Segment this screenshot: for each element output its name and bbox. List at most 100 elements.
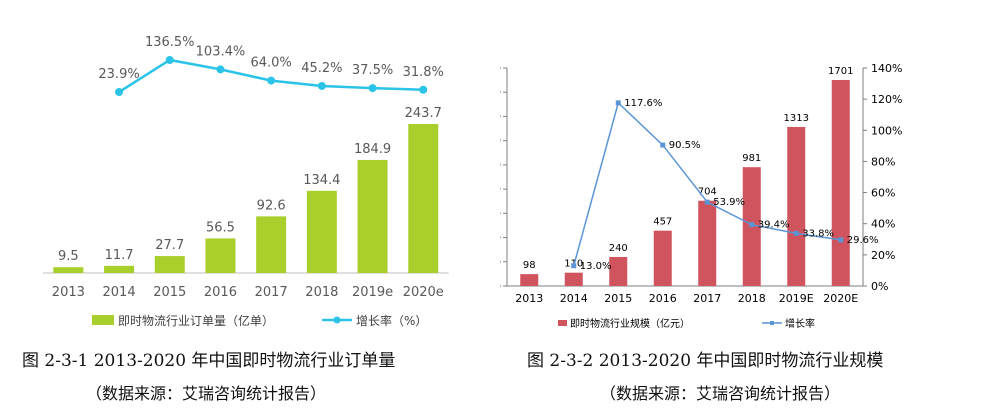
x-tick-label-2017: 2017	[693, 292, 721, 305]
growth-label-2015: 136.5%	[145, 35, 195, 50]
size-bar-label-2015: 240	[609, 243, 628, 254]
growth-label-2014: 23.9%	[98, 67, 139, 82]
legend-marker-growth	[333, 316, 341, 324]
right-tick-label-1: 20%	[871, 249, 895, 262]
x-tick-label-2018: 2018	[738, 292, 766, 305]
growth-point-2018	[749, 222, 755, 228]
order-bar-label-2019e: 184.9	[354, 142, 391, 157]
left-tick-label-800: 800	[500, 183, 501, 196]
left-tick-label-1600: 1600	[500, 86, 501, 99]
left-tick-label-1800: 1800	[500, 62, 501, 75]
order-bar-2018	[306, 190, 337, 273]
legend-swatch-size	[558, 320, 567, 326]
right-tick-label-6: 120%	[871, 93, 902, 106]
growth-point-2020E	[838, 237, 844, 243]
left-figure-caption: 图 2-3-1 2013-2020 年中国即时物流行业订单量	[22, 351, 396, 371]
x-tick-label-2015: 2015	[153, 285, 186, 300]
order-bar-label-2016: 56.5	[206, 220, 235, 235]
size-bar-label-2020E: 1701	[828, 66, 853, 77]
x-tick-label-2015: 2015	[604, 292, 632, 305]
right-tick-label-4: 80%	[871, 155, 895, 168]
right-figure-source: （数据来源：艾瑞咨询统计报告）	[600, 384, 841, 403]
legend-marker-growth	[770, 321, 774, 325]
growth-label-2017: 53.9%	[713, 197, 745, 208]
growth-label-2016: 103.4%	[196, 44, 246, 59]
size-bar-2013	[520, 274, 539, 286]
size-bar-2017	[698, 200, 717, 286]
x-tick-label-2020e: 2020e	[403, 285, 444, 300]
order-bar-2020e	[408, 124, 439, 273]
left-tick-label-400: 400	[500, 232, 501, 245]
size-bar-label-2017: 704	[698, 187, 717, 198]
size-bar-2014	[564, 272, 583, 286]
x-tick-label-2016: 2016	[649, 292, 677, 305]
left-tick-label-200: 200	[500, 256, 501, 269]
growth-point-2017	[267, 76, 276, 85]
size-bar-label-2018: 981	[742, 153, 761, 164]
growth-point-2015	[165, 56, 174, 64]
order-bar-2014	[104, 265, 135, 273]
left-tick-label-1400: 1400	[500, 110, 501, 123]
left-figure-source: （数据来源：艾瑞咨询统计报告）	[86, 384, 327, 403]
x-tick-label-2014: 2014	[103, 285, 136, 300]
left-tick-label-0: 0	[500, 280, 501, 293]
right-tick-label-0: 0%	[871, 280, 888, 293]
order-bar-2017	[256, 216, 287, 273]
right-tick-label-2: 40%	[871, 218, 895, 231]
x-tick-label-2013: 2013	[52, 285, 85, 300]
size-bar-label-2019E: 1313	[784, 113, 809, 124]
right-tick-label-7: 140%	[871, 62, 902, 75]
growth-point-2016	[216, 65, 225, 74]
left-tick-label-1000: 1000	[500, 159, 501, 172]
size-bar-label-2013: 98	[523, 260, 536, 271]
growth-point-2019E	[793, 230, 799, 236]
x-tick-label-2018: 2018	[305, 285, 338, 300]
x-tick-label-2019E: 2019E	[779, 292, 814, 305]
order-bar-2013	[53, 267, 84, 273]
growth-label-2019e: 37.5%	[352, 63, 393, 78]
x-tick-label-2019e: 2019e	[352, 285, 393, 300]
order-bar-label-2020e: 243.7	[405, 106, 442, 121]
legend-label-growth: 增长率	[785, 317, 815, 330]
size-bar-2016	[653, 230, 672, 286]
order-volume-chart: 9.5 2013 11.7 2014 27.7 2015 56.5 2016 92.6 2017 1…	[43, 35, 449, 328]
right-tick-label-5: 100%	[871, 124, 902, 137]
growth-label-2017: 64.0%	[250, 56, 291, 71]
growth-label-2020e: 31.8%	[403, 65, 444, 80]
size-bar-2019E	[787, 126, 806, 286]
order-bar-2019e	[357, 159, 388, 273]
x-tick-label-2014: 2014	[560, 292, 588, 305]
order-bar-label-2015: 27.7	[155, 238, 184, 253]
x-tick-label-2013: 2013	[515, 292, 543, 305]
growth-point-2020e	[419, 85, 428, 94]
growth-point-2014	[115, 88, 124, 96]
growth-label-2014: 13.0%	[580, 261, 612, 272]
size-bar-label-2016: 457	[653, 217, 672, 228]
growth-point-2017	[704, 199, 710, 205]
order-bar-label-2017: 92.6	[257, 198, 286, 213]
growth-point-2015	[615, 100, 621, 106]
right-figure-caption: 图 2-3-2 2013-2020 年中国即时物流行业规模	[527, 351, 884, 371]
legend-label-size: 即时物流行业规模（亿元）	[570, 317, 690, 330]
growth-point-2016	[660, 142, 666, 148]
growth-label-2018: 39.4%	[758, 220, 790, 231]
growth-label-2015: 117.6%	[624, 98, 662, 109]
size-bar-2015	[609, 256, 628, 286]
order-bar-label-2018: 134.4	[303, 173, 340, 188]
order-bar-label-2014: 11.7	[105, 248, 134, 263]
left-tick-label-1200: 1200	[500, 135, 501, 148]
growth-point-2014	[571, 263, 577, 269]
left-tick-label-600: 600	[500, 207, 501, 220]
growth-label-2019E: 33.8%	[802, 228, 834, 239]
x-tick-label-2020E: 2020E	[823, 292, 858, 305]
x-tick-label-2016: 2016	[204, 285, 237, 300]
legend-swatch-orders	[92, 315, 114, 325]
growth-point-2018	[317, 81, 326, 90]
growth-point-2019e	[368, 84, 377, 93]
growth-label-2020E: 29.6%	[847, 235, 879, 246]
legend-label-orders: 即时物流行业订单量（亿单）	[118, 313, 274, 328]
growth-label-2016: 90.5%	[669, 140, 701, 151]
growth-label-2018: 45.2%	[301, 61, 342, 76]
order-bar-2016	[205, 238, 236, 273]
legend-label-growth: 增长率（%）	[356, 313, 427, 328]
